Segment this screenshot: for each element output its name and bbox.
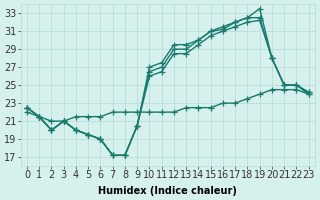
X-axis label: Humidex (Indice chaleur): Humidex (Indice chaleur)	[98, 186, 237, 196]
